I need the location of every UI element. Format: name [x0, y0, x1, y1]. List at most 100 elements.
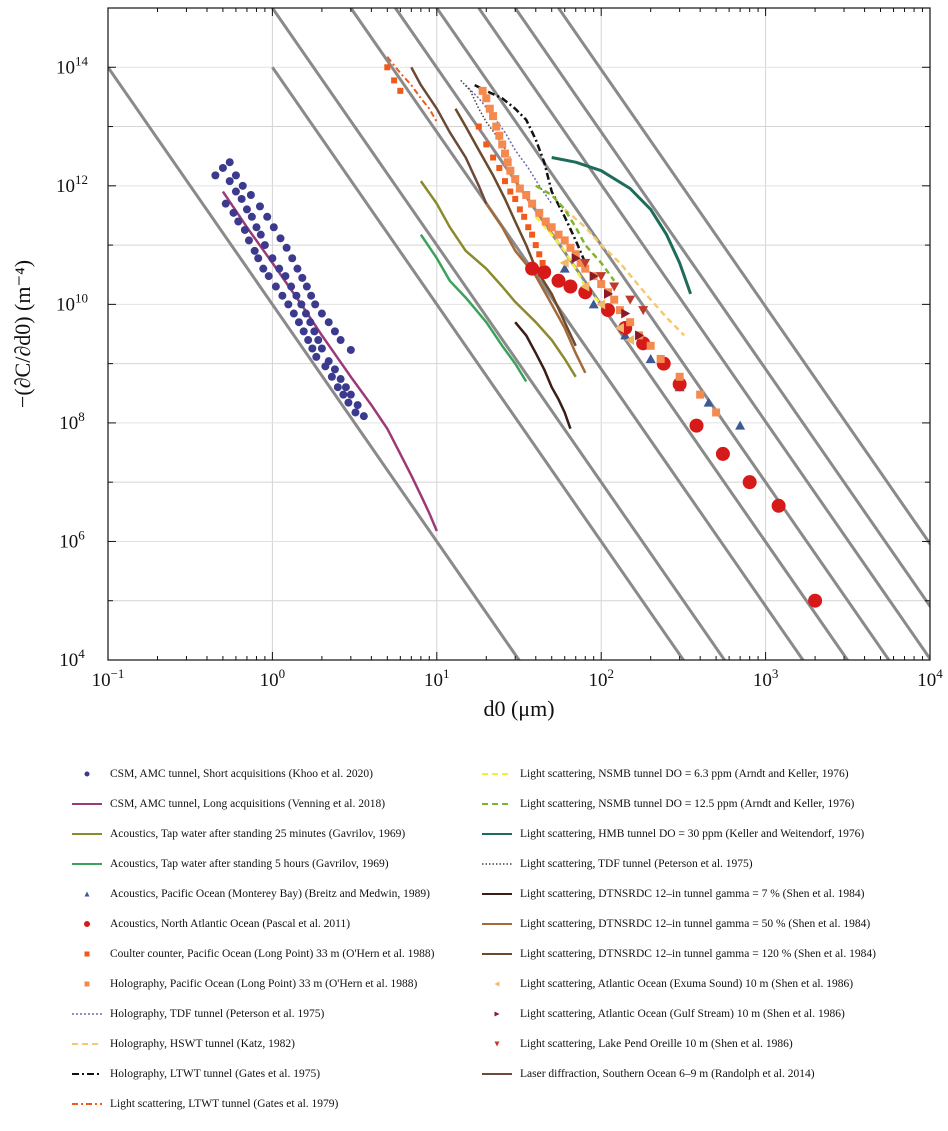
data-point: [308, 344, 317, 353]
legend-swatch: [70, 767, 104, 781]
data-point: [284, 300, 293, 309]
data-point: [478, 86, 487, 95]
legend-swatch: [70, 797, 104, 811]
data-point: [384, 64, 391, 71]
data-point: [475, 123, 482, 130]
data-point: [307, 291, 316, 300]
data-point: [269, 223, 278, 232]
data-point: [317, 344, 326, 353]
data-point: [516, 206, 523, 213]
legend-swatch: [70, 1037, 104, 1051]
data-point: [346, 390, 355, 399]
data-point: [528, 199, 537, 208]
data-point: [503, 158, 512, 167]
data-point: [580, 258, 591, 268]
legend-item: CSM, AMC tunnel, Short acquisitions (Kho…: [70, 764, 373, 784]
data-point: [242, 205, 251, 214]
chart: 10−1 100 101 102 103 104 104 106 108 1010 1012 1014…: [10, 7, 943, 721]
legend-item: Acoustics, Pacific Ocean (Monterey Bay) …: [70, 884, 430, 904]
data-point: [626, 318, 635, 327]
data-point: [312, 352, 321, 361]
data-point: [512, 195, 519, 202]
series-line: [410, 66, 488, 205]
legend-item: Light scattering, Lake Pend Oreille 10 m…: [480, 1034, 793, 1054]
legend-item: Light scattering, Atlantic Ocean (Exuma …: [480, 974, 853, 994]
y-tick-label: 104: [59, 646, 85, 671]
data-point: [495, 131, 504, 140]
series-line: [465, 84, 553, 205]
legend-swatch: [70, 857, 104, 871]
legend-item: Holography, HSWT tunnel (Katz, 1982): [70, 1034, 295, 1054]
legend-label: Light scattering, Atlantic Ocean (Gulf S…: [520, 1008, 845, 1020]
legend-label: CSM, AMC tunnel, Short acquisitions (Kho…: [110, 768, 373, 780]
data-point: [311, 300, 320, 309]
data-point: [771, 498, 786, 513]
data-point: [336, 336, 345, 345]
data-point: [483, 141, 490, 148]
data-point: [327, 372, 336, 381]
data-point: [306, 318, 315, 327]
legend-item: Light scattering, DTNSRDC 12–in tunnel g…: [480, 914, 870, 934]
data-point: [221, 199, 230, 208]
data-point: [346, 345, 355, 354]
data-point: [341, 383, 350, 392]
data-point: [344, 398, 353, 407]
data-point: [254, 254, 263, 263]
data-point: [293, 264, 302, 273]
data-point: [304, 336, 313, 345]
data-point: [596, 272, 607, 282]
legend-swatch: [480, 797, 514, 811]
data-point: [485, 104, 494, 113]
data-point: [522, 190, 531, 199]
data-point: [298, 273, 307, 282]
data-point: [496, 164, 503, 171]
legend-label: CSM, AMC tunnel, Long acquisitions (Venn…: [110, 798, 386, 810]
reference-line: [557, 8, 930, 547]
data-point: [521, 213, 528, 220]
legend-label: Holography, HSWT tunnel (Katz, 1982): [110, 1038, 295, 1050]
legend-label: Laser diffraction, Southern Ocean 6–9 m …: [520, 1068, 815, 1080]
data-point: [211, 171, 220, 180]
data-point: [294, 318, 303, 327]
legend-item: Light scattering, TDF tunnel (Peterson e…: [480, 854, 753, 874]
data-point: [289, 309, 298, 318]
data-point: [581, 264, 590, 273]
data-point: [489, 112, 498, 121]
data-point: [330, 327, 339, 336]
legend-swatch: [480, 887, 514, 901]
series-line: [535, 184, 616, 282]
x-tick-label: 102: [588, 666, 614, 691]
data-point: [571, 253, 581, 264]
data-point: [529, 231, 536, 238]
legend-label: Acoustics, Tap water after standing 25 m…: [110, 828, 406, 840]
data-point: [635, 330, 645, 341]
x-tick-label: 100: [260, 666, 286, 691]
data-point: [576, 258, 585, 267]
data-point: [240, 225, 249, 234]
reference-line: [514, 8, 930, 609]
reference-line: [271, 8, 727, 660]
data-point: [571, 250, 580, 259]
data-point: [250, 246, 259, 255]
data-point: [281, 272, 290, 281]
legend-item: Acoustics, Tap water after standing 25 m…: [70, 824, 405, 844]
series-line: [419, 233, 528, 383]
data-point: [317, 309, 326, 318]
legend-item: Holography, TDF tunnel (Peterson et al. …: [70, 1004, 324, 1024]
legend-swatch: [70, 977, 104, 991]
data-point: [321, 362, 330, 371]
data-point: [299, 327, 308, 336]
data-point: [507, 188, 514, 195]
data-point: [614, 322, 624, 333]
data-point: [525, 224, 532, 231]
legend-label: Light scattering, LTWT tunnel (Gates et …: [110, 1098, 339, 1110]
data-point: [597, 280, 606, 289]
data-point: [689, 418, 704, 433]
data-point: [541, 217, 550, 226]
data-point: [264, 272, 273, 281]
data-point: [244, 236, 253, 245]
data-point: [292, 291, 301, 300]
legend-swatch: [480, 1007, 514, 1021]
y-tick-label: 1012: [56, 172, 88, 197]
reference-line: [271, 66, 686, 660]
